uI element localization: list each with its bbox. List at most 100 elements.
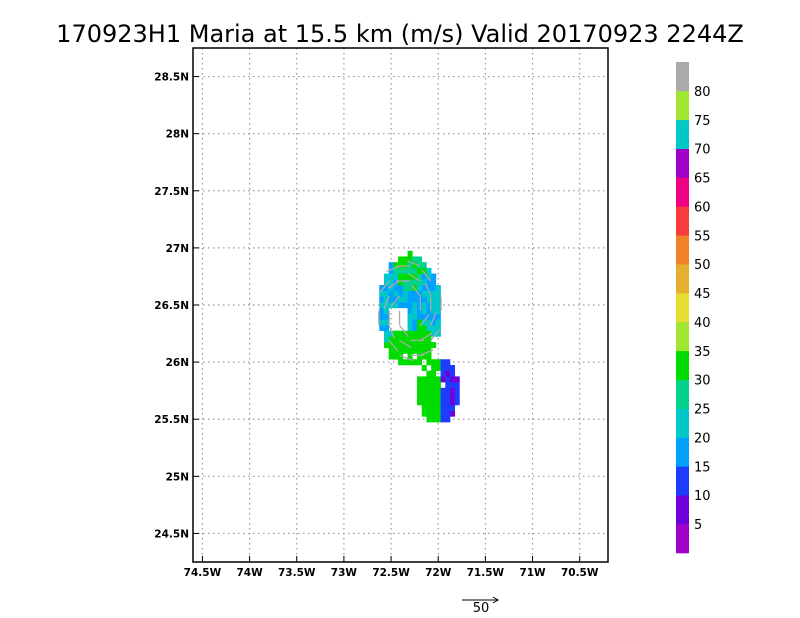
wind-speed-cell	[426, 290, 432, 297]
wind-vector	[419, 332, 433, 341]
wind-speed-cell	[407, 359, 413, 366]
wind-speed-cell	[445, 376, 451, 383]
wind-speed-cell	[445, 382, 451, 389]
wind-speed-cell	[426, 302, 432, 309]
wind-speed-cell	[421, 267, 427, 274]
colorbar-label: 55	[694, 229, 711, 244]
wind-speed-cell	[398, 330, 404, 337]
y-tick-label: 25.5N	[154, 414, 189, 426]
wind-speed-cell	[417, 359, 423, 366]
wind-vector	[386, 265, 400, 273]
wind-speed-cell	[431, 370, 437, 377]
y-tick-label: 27N	[166, 243, 189, 255]
colorbar-label: 10	[694, 489, 711, 504]
wind-speed-cell	[379, 313, 385, 320]
wind-speed-cell	[450, 387, 456, 394]
wind-speed-cell	[417, 285, 423, 292]
wind-speed-cell	[450, 404, 456, 411]
wind-speed-cell	[435, 285, 441, 292]
wind-speed-cell	[412, 330, 418, 337]
wind-speed-cell	[440, 393, 446, 400]
chart-title: 170923H1 Maria at 15.5 km (m/s) Valid 20…	[56, 20, 744, 48]
wind-speed-cell	[379, 324, 385, 331]
wind-speed-cell	[431, 319, 437, 326]
wind-speed-cell	[412, 307, 418, 314]
wind-speed-cell	[435, 364, 441, 371]
wind-vector	[399, 325, 409, 337]
colorbar-segment	[676, 495, 689, 525]
wind-speed-cell	[454, 399, 460, 406]
wind-speed-cell	[393, 353, 399, 360]
colorbar-segment	[676, 379, 689, 409]
wind-speed-cell	[402, 262, 408, 269]
wind-speed-cell	[407, 250, 413, 257]
wind-speed-cell	[450, 399, 456, 406]
wind-speed-cell	[388, 347, 394, 354]
wind-speed-cell	[445, 410, 451, 417]
wind-speed-cell	[440, 387, 446, 394]
wind-speed-cell	[379, 296, 385, 303]
wind-vector	[424, 282, 432, 297]
wind-speed-cell	[431, 399, 437, 406]
wind-speed-cell	[388, 296, 394, 303]
wind-vectors	[378, 260, 442, 362]
wind-speed-cell	[417, 290, 423, 297]
wind-speed-cell	[421, 364, 427, 371]
wind-speed-cell	[393, 330, 399, 337]
wind-speed-cell	[407, 347, 413, 354]
wind-speed-cell	[435, 404, 441, 411]
wind-speed-cell	[431, 307, 437, 314]
wind-speed-cell	[450, 370, 456, 377]
wind-speed-cell	[426, 382, 432, 389]
colorbar-segment	[676, 350, 689, 381]
colorbar-segment	[676, 206, 689, 236]
wind-speed-cell	[402, 336, 408, 343]
wind-speed-cell	[421, 404, 427, 411]
wind-speed-cell	[431, 387, 437, 394]
wind-speed-cell	[435, 313, 441, 320]
wind-speed-cell	[431, 330, 437, 337]
wind-speed-cell	[412, 302, 418, 309]
wind-speed-cell	[431, 279, 437, 286]
y-tick-label: 26.5N	[154, 300, 189, 312]
wind-speed-cell	[393, 342, 399, 349]
wind-speed-cell	[426, 336, 432, 343]
wind-speed-cell	[440, 364, 446, 371]
wind-speed-cell	[431, 273, 437, 280]
wind-speed-cell	[435, 302, 441, 309]
wind-speed-cell	[421, 336, 427, 343]
wind-speed-cell	[435, 307, 441, 314]
colorbar-segment	[676, 408, 689, 438]
reference-vector-label: 50	[473, 601, 490, 616]
wind-speed-cell	[402, 347, 408, 354]
wind-speed-cell	[417, 342, 423, 349]
wind-speed-cell	[440, 404, 446, 411]
wind-speed-cell	[383, 307, 390, 314]
wind-speed-cell	[417, 399, 423, 406]
wind-speed-cell	[431, 382, 437, 389]
wind-speed-cell	[379, 302, 385, 309]
wind-speed-cell	[407, 296, 413, 303]
wind-speed-cell	[454, 382, 460, 389]
wind-speed-cell	[402, 267, 408, 274]
wind-speed-cell	[393, 267, 399, 274]
wind-speed-cell	[421, 342, 427, 349]
wind-speed-cell	[383, 296, 390, 303]
wind-speed-cell	[421, 330, 427, 337]
colorbar-label: 75	[694, 114, 711, 129]
wind-speed-cell	[431, 296, 437, 303]
wind-speed-cell	[421, 347, 427, 354]
wind-speed-cell	[383, 290, 390, 297]
colorbar-label: 45	[694, 287, 711, 302]
colorbar-label: 70	[694, 143, 711, 158]
wind-speed-cell	[407, 313, 413, 320]
wind-speed-cell	[426, 393, 432, 400]
wind-speed-cell	[435, 410, 441, 417]
wind-speed-cell	[435, 319, 441, 326]
wind-speed-cell	[393, 273, 399, 280]
wind-speed-cell	[379, 319, 385, 326]
colorbar-label: 25	[694, 403, 711, 418]
wind-speed-cell	[383, 302, 390, 309]
wind-speed-cell	[426, 376, 432, 383]
colorbar-label: 65	[694, 172, 711, 187]
